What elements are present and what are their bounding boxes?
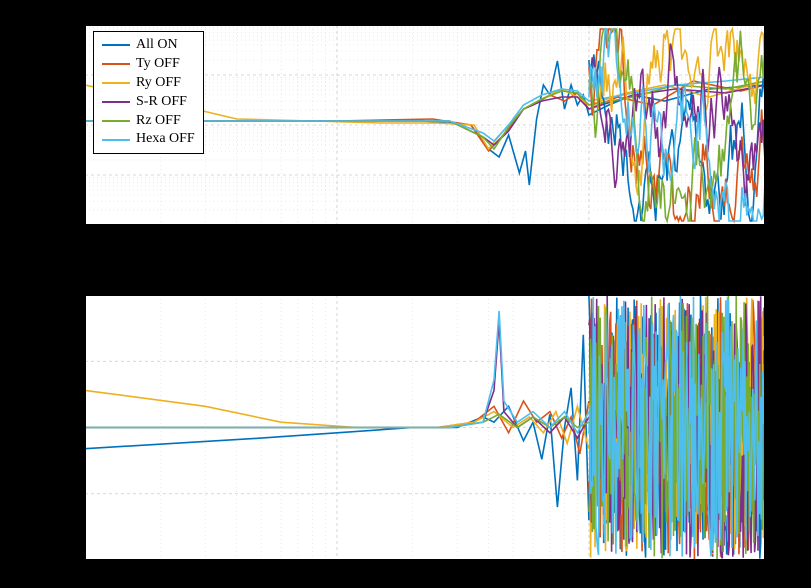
ylabel-top: Amplitude [m/N] [22,75,39,180]
xlabel: Frequency [Hz] [85,565,765,582]
legend-swatch [102,120,130,122]
legend-swatch [102,44,130,46]
legend-swatch [102,63,130,65]
legend-row: Ry OFF [102,74,195,93]
ytick-label: 10-9 [59,217,80,234]
phase-plot: -180-90090180100101102 [85,295,765,560]
legend-label: Ty OFF [136,55,180,74]
legend-label: Hexa OFF [136,130,195,149]
legend-swatch [102,101,130,103]
ytick-label: 180 [60,287,80,303]
legend-row: All ON [102,36,195,55]
legend-row: Ty OFF [102,55,195,74]
legend-row: S-R OFF [102,93,195,112]
ytick-label: 10-5 [59,17,80,34]
legend-label: S-R OFF [136,93,187,112]
ytick-label: -90 [62,486,79,502]
magnitude-plot: All ONTy OFFRy OFFS-R OFFRz OFFHexa OFF … [85,25,765,225]
legend-label: All ON [136,36,178,55]
ytick-label: 10-7 [59,117,80,134]
legend: All ONTy OFFRy OFFS-R OFFRz OFFHexa OFF [93,31,204,154]
ytick-label: 10-6 [59,67,80,84]
legend-row: Hexa OFF [102,130,195,149]
legend-row: Rz OFF [102,112,195,131]
legend-swatch [102,139,130,141]
phase-traces [85,295,765,560]
ytick-label: 90 [66,353,79,369]
legend-label: Ry OFF [136,74,181,93]
ytick-label: 0 [73,420,80,436]
ytick-label: 10-8 [59,167,80,184]
ylabel-bot: Phase [deg] [22,410,39,480]
legend-label: Rz OFF [136,112,181,131]
legend-swatch [102,82,130,84]
